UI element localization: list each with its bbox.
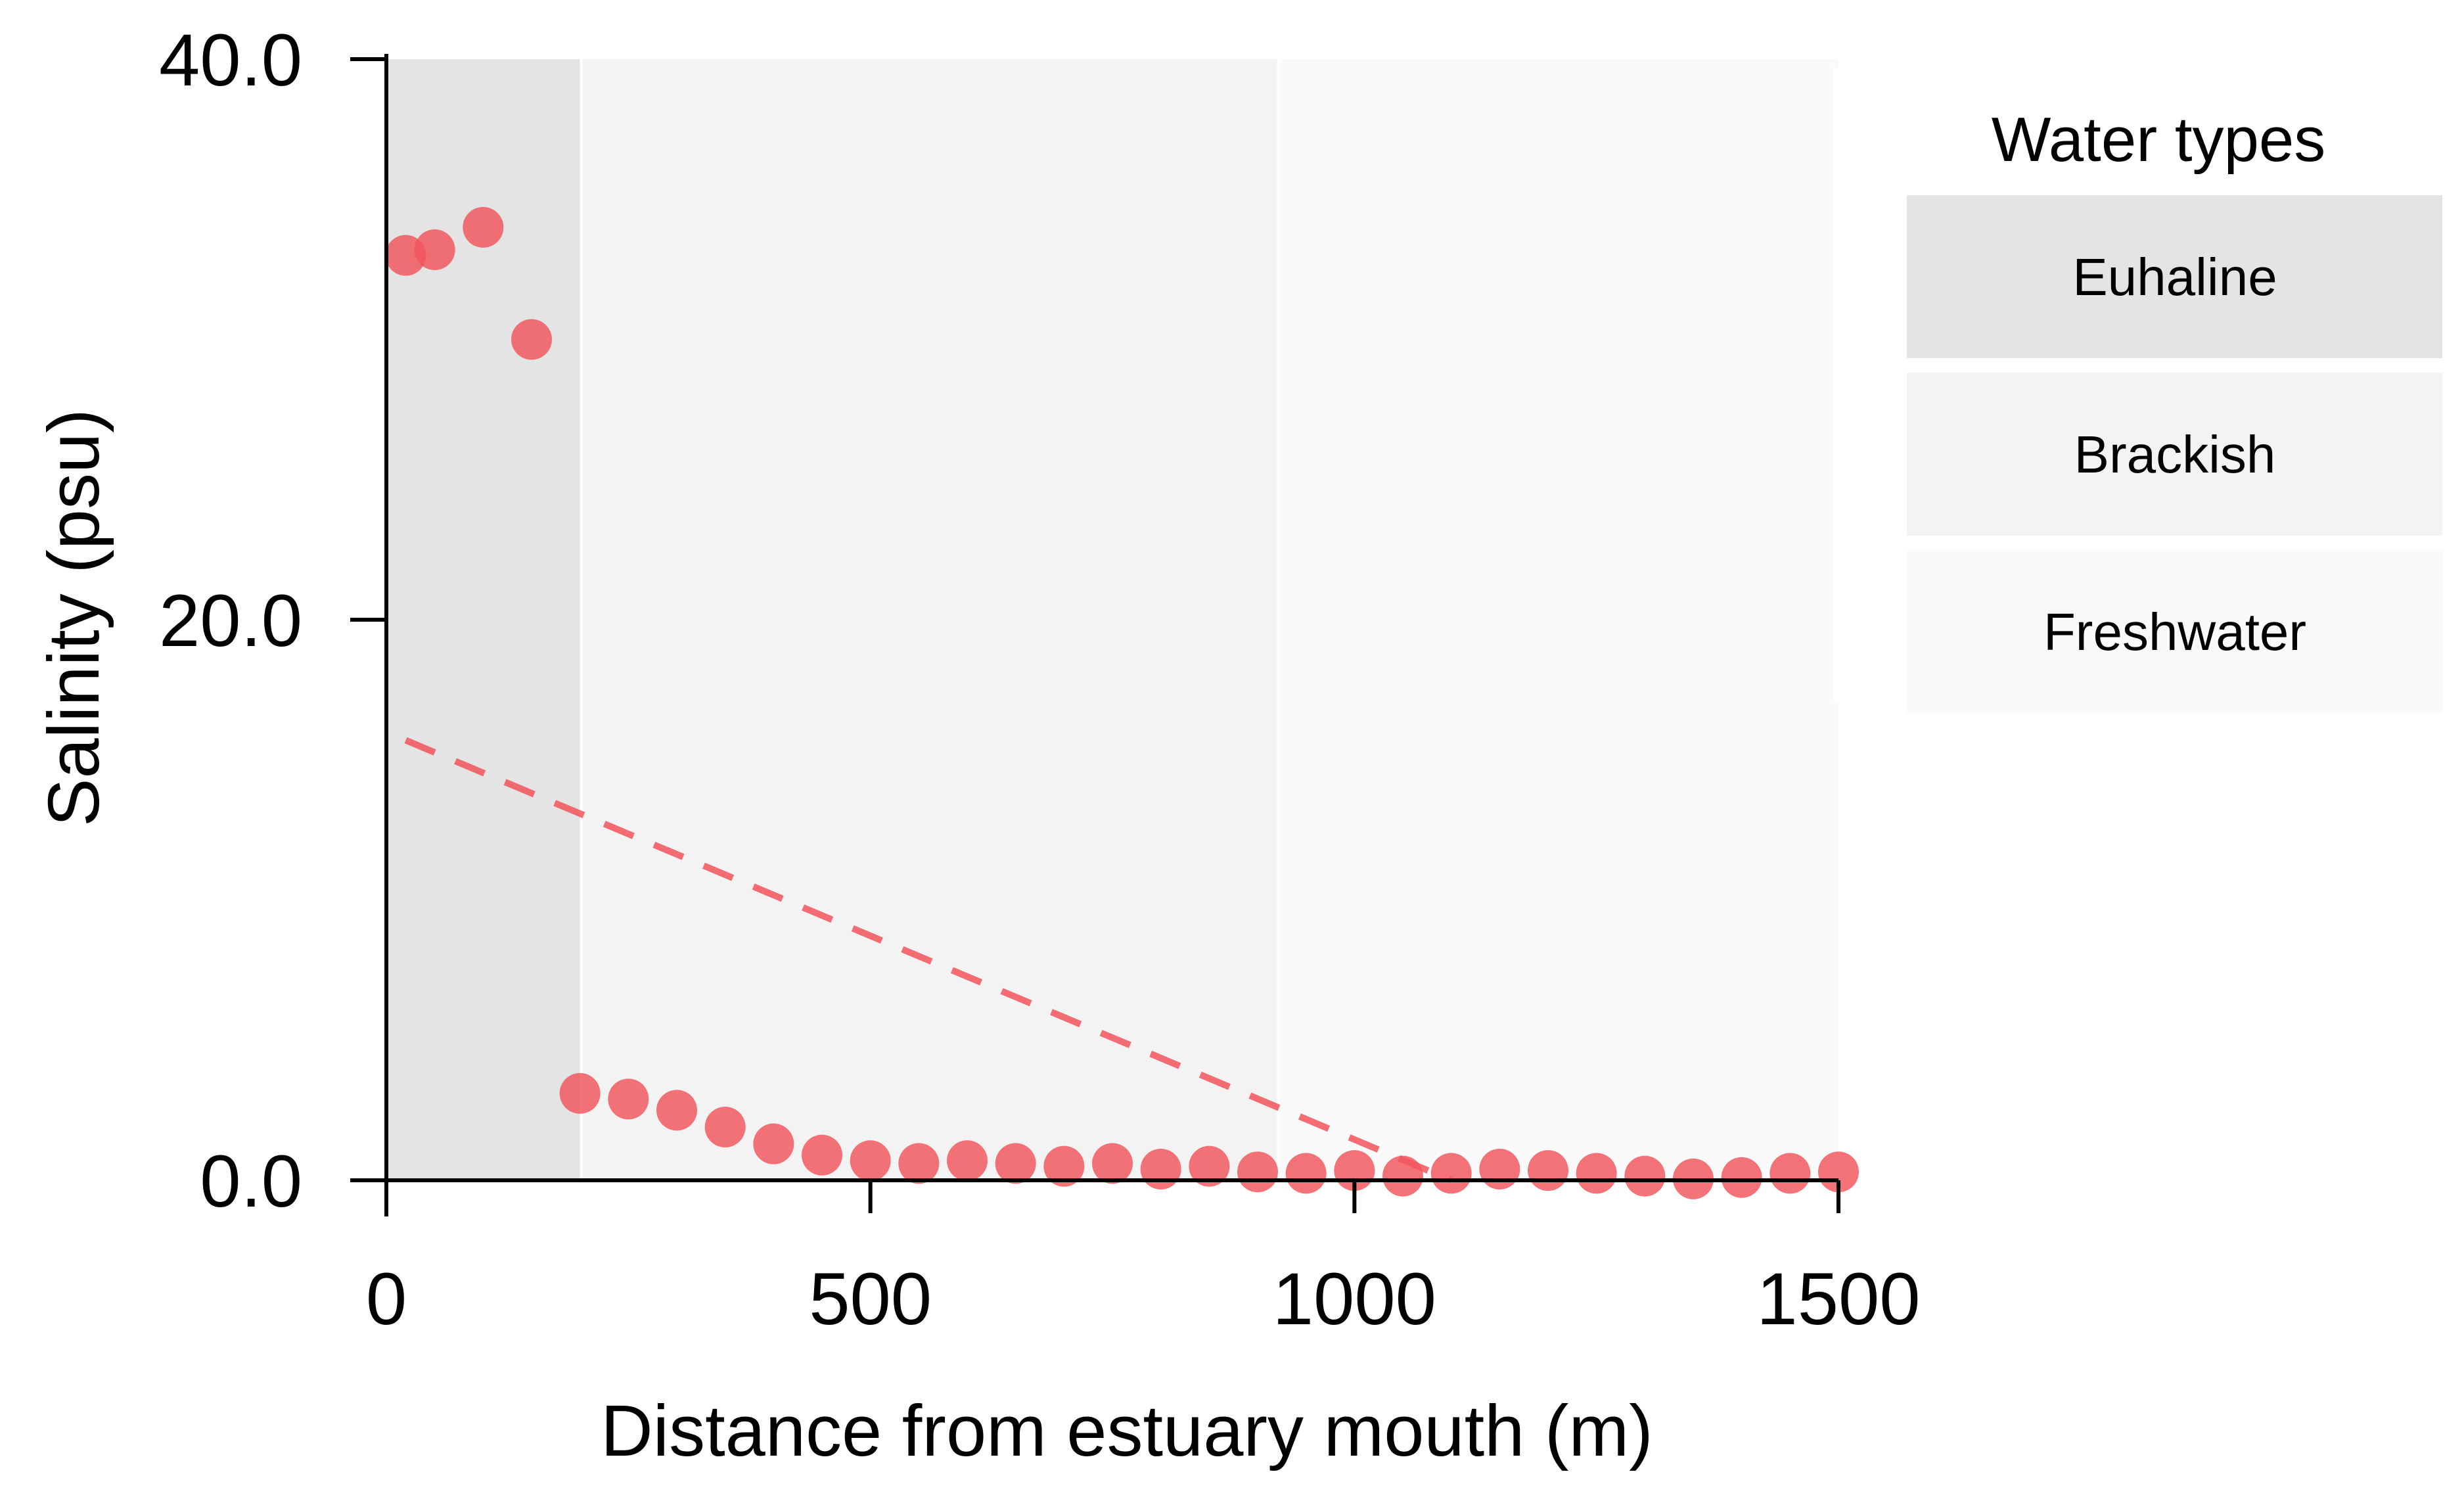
y-axis-title: Salinity (psu) [34, 409, 114, 827]
legend-swatch [1907, 373, 2442, 536]
x-tick-label: 1500 [1756, 1258, 1920, 1340]
data-point [850, 1140, 891, 1182]
data-point [1237, 1151, 1278, 1193]
data-point [1092, 1143, 1133, 1184]
legend-swatch [1907, 550, 2442, 713]
axes [350, 54, 1838, 1216]
trend-line-layer [404, 737, 1453, 1184]
data-point [995, 1143, 1036, 1184]
y-tick-label: 20.0 [159, 580, 302, 662]
legend: Water types Euhaline Brackish Freshwater [1833, 68, 2464, 713]
data-point [1043, 1145, 1085, 1187]
data-point [414, 229, 455, 271]
data-point [656, 1090, 697, 1131]
legend-item-brackish: Brackish [1907, 373, 2442, 536]
data-point [947, 1140, 988, 1182]
data-point [704, 1106, 746, 1147]
y-tick-label: 40.0 [159, 19, 302, 101]
y-tick-label: 0.0 [200, 1140, 302, 1222]
x-tick-label: 1000 [1273, 1258, 1436, 1340]
band-freshwater [1279, 59, 1838, 1180]
legend-item-freshwater: Freshwater [1907, 550, 2442, 713]
data-point [1479, 1148, 1520, 1189]
data-point [1769, 1153, 1811, 1194]
legend-label: Euhaline [2072, 248, 2277, 306]
data-point [898, 1143, 940, 1184]
legend-swatch [1907, 195, 2442, 358]
data-point [1430, 1153, 1472, 1194]
data-point [1382, 1155, 1423, 1197]
x-tick-label: 0 [366, 1258, 407, 1340]
dashed-trend-line [404, 737, 1453, 1184]
data-point [559, 1073, 601, 1114]
data-point [753, 1123, 794, 1165]
data-point [1285, 1153, 1327, 1194]
data-point [1140, 1148, 1181, 1189]
legend-label: Freshwater [2043, 603, 2306, 661]
y-axis-ticks: 0.0 20.0 40.0 [159, 19, 386, 1222]
data-point [608, 1078, 649, 1120]
data-point [511, 319, 552, 360]
x-tick-label: 500 [809, 1258, 932, 1340]
data-point [463, 206, 504, 248]
data-point [1528, 1150, 1568, 1191]
data-point [1576, 1153, 1617, 1194]
legend-item-euhaline: Euhaline [1907, 195, 2442, 358]
band-brackish [582, 59, 1277, 1180]
x-axis-ticks: 0 500 1000 1500 [366, 1180, 1921, 1340]
water-type-bands [386, 59, 1838, 1180]
x-axis-title: Distance from estuary mouth (m) [601, 1391, 1653, 1471]
legend-items: Euhaline Brackish Freshwater [1907, 195, 2442, 713]
data-point [1721, 1157, 1762, 1198]
legend-title: Water types [1992, 104, 2326, 175]
legend-label: Brackish [2074, 425, 2276, 484]
data-point [802, 1134, 842, 1176]
data-point [1189, 1145, 1230, 1187]
data-point [1624, 1155, 1666, 1197]
